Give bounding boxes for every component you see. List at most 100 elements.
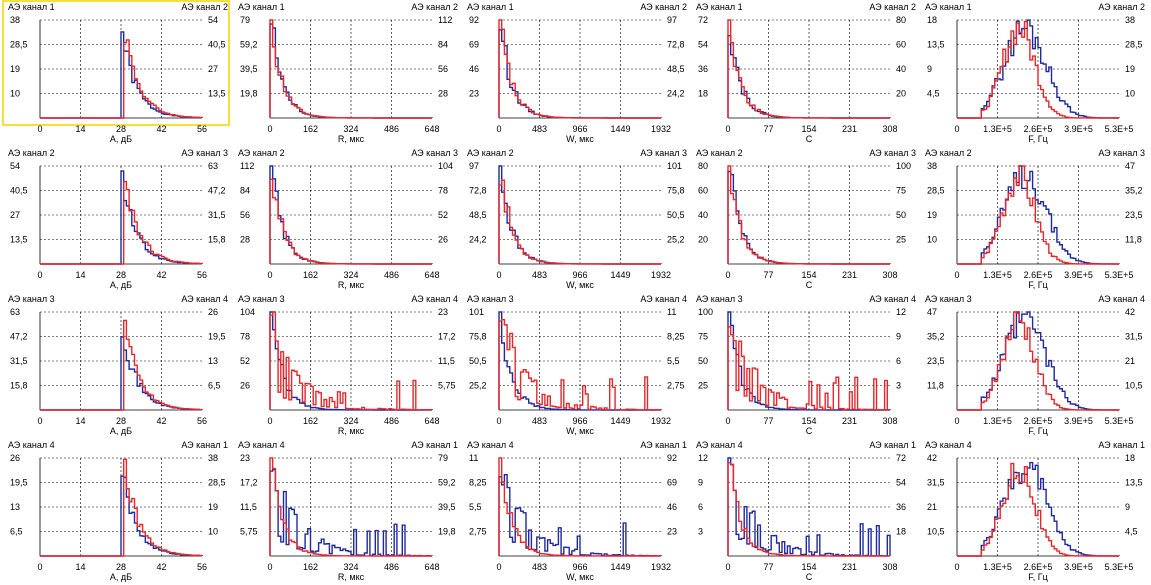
histogram-panel-r0-c0[interactable]: АЭ канал 1 АЭ канал 2 38 54 28,5 40,5 19 27 10 13… — [2, 0, 232, 146]
y-right-tick-label: 39,5 — [438, 502, 456, 512]
histogram-panel-r1-c3[interactable]: АЭ канал 2 АЭ канал 3 80 100 60 75 40 50 20 25 0 77… — [690, 146, 920, 292]
y-right-tick-label: 38 — [1125, 15, 1135, 25]
x-tick-label: 486 — [384, 562, 399, 572]
x-axis-label: W, мкс — [566, 572, 594, 582]
x-tick-label: 28 — [116, 124, 126, 134]
x-tick-label: 231 — [842, 270, 857, 280]
histogram-panel-r1-c1[interactable]: АЭ канал 2 АЭ канал 3 112 104 84 78 56 52 28 26 0 1… — [232, 146, 462, 292]
y-right-tick-label: 50,5 — [667, 210, 685, 220]
y-left-tick-label: 54 — [698, 40, 708, 50]
histogram-panel-r0-c4[interactable]: АЭ канал 1 АЭ канал 2 18 38 13,5 28,5 9 19 4,5 10… — [919, 0, 1149, 146]
y-left-tick-label: 11,8 — [927, 381, 944, 391]
x-axis-label: W, мкс — [566, 426, 594, 436]
x-tick-label: 231 — [842, 562, 857, 572]
y-left-tick-label: 50 — [698, 356, 708, 366]
histogram-panel-r3-c3[interactable]: АЭ канал 4 АЭ канал 1 12 72 9 54 6 36 3 18 0 77 154 2… — [690, 438, 920, 584]
y-left-tick-label: 2,75 — [469, 527, 487, 537]
y-left-tick-label: 79 — [240, 15, 250, 25]
histogram-panel-r2-c1[interactable]: АЭ канал 3 АЭ канал 4 104 23 78 17,2 52 11,5 26 5… — [232, 292, 462, 438]
y-right-tick-label: 19 — [208, 502, 218, 512]
y-right-tick-label: 100 — [896, 161, 911, 171]
y-left-tick-label: 75,8 — [469, 332, 487, 342]
x-tick-label: 154 — [801, 562, 816, 572]
histogram-panel-r0-c2[interactable]: АЭ канал 1 АЭ канал 2 92 97 69 72,8 46 48,5 23 24… — [461, 0, 691, 146]
right-channel-label: АЭ канал 2 — [640, 2, 687, 12]
histogram-panel-r3-c0[interactable]: АЭ канал 4 АЭ канал 1 26 38 19,5 28,5 13 19 6,5 1… — [2, 438, 232, 584]
right-channel-series — [40, 39, 203, 119]
y-right-tick-label: 20 — [896, 89, 906, 99]
left-channel-label: АЭ канал 1 — [696, 2, 743, 12]
x-tick-label: 1932 — [651, 562, 671, 572]
left-channel-label: АЭ канал 4 — [925, 440, 972, 450]
x-tick-label: 77 — [763, 562, 773, 572]
y-left-tick-label: 39,5 — [240, 64, 258, 74]
histogram-panel-r0-c3[interactable]: АЭ канал 1 АЭ канал 2 72 80 54 60 36 40 18 20 0 77 1… — [690, 0, 920, 146]
right-channel-series — [957, 20, 1119, 119]
y-right-tick-label: 31,5 — [1125, 332, 1143, 342]
y-right-tick-label: 2,75 — [667, 381, 685, 391]
x-tick-label: 1932 — [651, 416, 671, 426]
x-tick-label: 56 — [197, 416, 207, 426]
x-axis-label: W, мкс — [566, 134, 594, 144]
x-tick-label: 308 — [882, 270, 897, 280]
histogram-panel-r1-c0[interactable]: АЭ канал 2 АЭ канал 3 54 63 40,5 47,2 27 31,5 13… — [2, 146, 232, 292]
y-right-tick-label: 11 — [667, 307, 676, 317]
left-channel-label: АЭ канал 3 — [925, 294, 972, 304]
left-channel-label: АЭ канал 2 — [238, 148, 285, 158]
y-left-tick-label: 18 — [927, 15, 937, 25]
left-channel-label: АЭ канал 2 — [8, 148, 55, 158]
right-channel-label: АЭ канал 4 — [181, 294, 228, 304]
y-left-tick-label: 38 — [927, 161, 937, 171]
x-tick-label: 2.6E+5 — [1024, 416, 1053, 426]
y-right-tick-label: 6,5 — [208, 381, 221, 391]
right-channel-label: АЭ канал 3 — [869, 148, 916, 158]
histogram-panel-r3-c4[interactable]: АЭ канал 4 АЭ канал 1 42 18 31,5 13,5 21 9 10,5 4… — [919, 438, 1149, 584]
x-axis-label: F, Гц — [1028, 426, 1048, 436]
y-right-tick-label: 19,8 — [438, 527, 456, 537]
x-tick-label: 162 — [303, 416, 318, 426]
right-channel-series — [40, 458, 203, 557]
x-axis-label: R, мкс — [338, 426, 365, 436]
x-tick-label: 486 — [384, 416, 399, 426]
y-left-tick-label: 23 — [469, 89, 479, 99]
histogram-panel-r0-c1[interactable]: АЭ канал 1 АЭ канал 2 79 112 59,2 84 39,5 56 19,… — [232, 0, 462, 146]
y-left-tick-label: 112 — [240, 161, 254, 171]
y-left-tick-label: 9 — [698, 478, 703, 488]
histogram-panel-r3-c2[interactable]: АЭ канал 4 АЭ канал 1 11 92 8,25 69 5,5 46 2,75 2… — [461, 438, 691, 584]
left-channel-label: АЭ канал 1 — [8, 2, 55, 12]
left-channel-label: АЭ канал 3 — [467, 294, 514, 304]
histogram-panel-r3-c1[interactable]: АЭ канал 4 АЭ канал 1 23 79 17,2 59,2 11,5 39,5… — [232, 438, 462, 584]
x-tick-label: 483 — [532, 270, 547, 280]
x-tick-label: 28 — [116, 270, 126, 280]
histogram-panel-r2-c0[interactable]: АЭ канал 3 АЭ канал 4 63 26 47,2 19,5 31,5 13 15… — [2, 292, 232, 438]
y-right-tick-label: 15,8 — [208, 235, 226, 245]
left-channel-label: АЭ канал 2 — [696, 148, 743, 158]
x-tick-label: 0 — [725, 416, 730, 426]
y-right-tick-label: 13 — [208, 356, 218, 366]
y-right-tick-label: 36 — [896, 502, 906, 512]
y-right-tick-label: 46 — [667, 502, 677, 512]
y-left-tick-label: 40 — [698, 210, 708, 220]
histogram-panel-r2-c4[interactable]: АЭ канал 3 АЭ канал 4 47 42 35,2 31,5 23,5 21 11… — [919, 292, 1149, 438]
histogram-panel-r2-c3[interactable]: АЭ канал 3 АЭ канал 4 100 12 75 9 50 6 25 3 0 77 154… — [690, 292, 920, 438]
right-channel-series — [727, 462, 890, 557]
histogram-panel-r1-c2[interactable]: АЭ канал 2 АЭ канал 3 97 101 72,8 75,8 48,5 50,… — [461, 146, 691, 292]
y-right-tick-label: 19 — [1125, 64, 1135, 74]
y-right-tick-label: 25 — [896, 235, 906, 245]
y-right-tick-label: 72,8 — [667, 40, 685, 50]
left-channel-label: АЭ канал 1 — [925, 2, 972, 12]
x-tick-label: 308 — [882, 124, 897, 134]
x-tick-label: 0 — [37, 270, 42, 280]
y-right-tick-label: 11,8 — [1125, 235, 1142, 245]
x-tick-label: 0 — [725, 562, 730, 572]
y-left-tick-label: 50,5 — [469, 356, 487, 366]
histogram-panel-r1-c4[interactable]: АЭ канал 2 АЭ канал 3 38 47 28,5 35,2 19 23,5 10… — [919, 146, 1149, 292]
y-right-tick-label: 23 — [438, 307, 448, 317]
left-channel-label: АЭ канал 2 — [467, 148, 514, 158]
left-channel-label: АЭ канал 3 — [8, 294, 55, 304]
y-left-tick-label: 40,5 — [10, 186, 28, 196]
histogram-panel-r2-c2[interactable]: АЭ канал 3 АЭ канал 4 101 11 75,8 8,25 50,5 5,5… — [461, 292, 691, 438]
x-tick-label: 486 — [384, 124, 399, 134]
y-right-tick-label: 28 — [438, 89, 448, 99]
left-channel-label: АЭ канал 3 — [696, 294, 743, 304]
